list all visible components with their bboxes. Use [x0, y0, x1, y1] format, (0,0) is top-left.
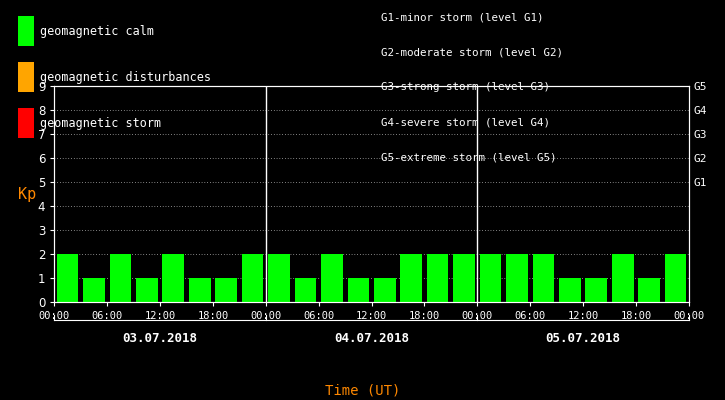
Text: geomagnetic calm: geomagnetic calm — [40, 24, 154, 38]
Bar — [585, 278, 607, 302]
Bar — [57, 254, 78, 302]
Text: G4-severe storm (level G4): G4-severe storm (level G4) — [381, 118, 550, 128]
Bar — [427, 254, 449, 302]
Bar — [638, 278, 660, 302]
Text: G1-minor storm (level G1): G1-minor storm (level G1) — [381, 12, 543, 22]
Bar — [162, 254, 184, 302]
Bar — [374, 278, 396, 302]
Bar — [241, 254, 263, 302]
Text: Time (UT): Time (UT) — [325, 384, 400, 398]
Bar — [559, 278, 581, 302]
Bar — [400, 254, 422, 302]
Bar — [453, 254, 475, 302]
Bar — [294, 278, 316, 302]
Text: geomagnetic storm: geomagnetic storm — [40, 116, 161, 130]
Bar — [665, 254, 687, 302]
Text: G2-moderate storm (level G2): G2-moderate storm (level G2) — [381, 47, 563, 57]
Text: 03.07.2018: 03.07.2018 — [123, 332, 198, 345]
Y-axis label: Kp: Kp — [17, 186, 36, 202]
Bar — [480, 254, 502, 302]
Bar — [83, 278, 105, 302]
Bar — [268, 254, 290, 302]
Bar — [109, 254, 131, 302]
Text: geomagnetic disturbances: geomagnetic disturbances — [40, 70, 211, 84]
Text: 04.07.2018: 04.07.2018 — [334, 332, 409, 345]
Bar — [215, 278, 237, 302]
Text: G3-strong storm (level G3): G3-strong storm (level G3) — [381, 82, 550, 92]
Bar — [347, 278, 369, 302]
Bar — [533, 254, 554, 302]
Bar — [506, 254, 528, 302]
Bar — [136, 278, 158, 302]
Text: 05.07.2018: 05.07.2018 — [545, 332, 621, 345]
Bar — [189, 278, 210, 302]
Bar — [321, 254, 343, 302]
Text: G5-extreme storm (level G5): G5-extreme storm (level G5) — [381, 153, 556, 163]
Bar — [612, 254, 634, 302]
